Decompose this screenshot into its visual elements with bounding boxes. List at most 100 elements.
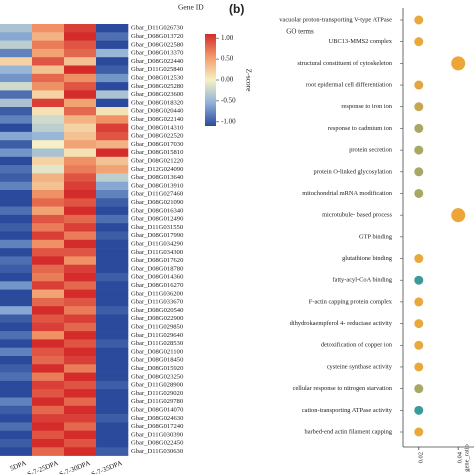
heatmap-cell xyxy=(64,430,97,440)
heatmap-cell xyxy=(32,40,65,50)
heatmap-cell xyxy=(0,65,33,75)
heatmap-cell xyxy=(0,331,33,340)
row-label: Gbar_D11G029640 xyxy=(131,332,184,339)
heatmap-cell xyxy=(32,314,65,324)
heatmap-cell xyxy=(0,405,33,415)
term-label: cysteine synthase activity xyxy=(327,363,393,370)
heatmap-cell xyxy=(0,198,33,207)
heatmap-cell xyxy=(64,314,97,324)
panel-label: (b) xyxy=(229,2,244,16)
dot xyxy=(414,340,424,350)
heatmap-cell xyxy=(0,347,33,357)
heatmap-cell xyxy=(0,148,33,158)
heatmap-cell xyxy=(96,414,129,423)
heatmap-cell xyxy=(64,447,97,456)
row-label: Gbar_D08G022450 xyxy=(131,440,184,447)
heatmap-cell xyxy=(96,331,129,340)
heatmap-cell xyxy=(64,73,97,83)
heatmap-cell xyxy=(32,347,65,357)
row-label: Gbar_D08G022440 xyxy=(131,58,184,65)
heatmap-cell xyxy=(64,123,97,133)
heatmap-cell xyxy=(96,231,129,241)
heatmap-cell xyxy=(0,306,33,315)
row-label: Gbar_D11G029780 xyxy=(131,398,184,405)
row-label: Gbar_D08G017240 xyxy=(131,423,184,430)
heatmap-cell xyxy=(64,140,97,149)
heatmap-cell xyxy=(0,107,33,116)
heatmap-cell xyxy=(32,248,65,257)
heatmap-cell xyxy=(96,156,129,166)
row-label: Gbar_D08G014360 xyxy=(131,274,184,281)
dot xyxy=(414,319,424,329)
colorbar-tick-label: -0.50 xyxy=(221,97,236,105)
row-label: Gbar_D08G017990 xyxy=(131,232,184,239)
heatmap-cell xyxy=(96,322,129,332)
dot xyxy=(414,254,424,264)
row-label: Gbar_D08G022520 xyxy=(131,133,184,140)
term-label: vacuolar proton-transporting V-type ATPa… xyxy=(279,16,392,23)
heatmap-cell xyxy=(96,314,129,324)
heatmap-cell xyxy=(32,297,65,307)
heatmap-cell xyxy=(64,422,97,431)
heatmap-cell xyxy=(32,148,65,158)
row-label: Gbar_D08G018320 xyxy=(131,99,184,106)
heatmap-cell xyxy=(64,181,97,191)
dot xyxy=(414,80,424,90)
heatmap-cell xyxy=(0,439,33,448)
heatmap-cell xyxy=(64,347,97,357)
heatmap-cell xyxy=(64,281,97,290)
row-label: Gbar_D08G015920 xyxy=(131,365,184,372)
heatmap-cell xyxy=(32,48,65,58)
heatmap-cell xyxy=(0,231,33,241)
heatmap-cell xyxy=(96,297,129,307)
heatmap-cell xyxy=(32,115,65,124)
heatmap-cell xyxy=(0,339,33,348)
dot xyxy=(414,145,424,155)
dot xyxy=(414,384,424,394)
heatmap-cell xyxy=(32,156,65,166)
row-label: Gbar_D08G012530 xyxy=(131,74,184,81)
heatmap-cell xyxy=(32,256,65,265)
row-label: Gbar_D11G026730 xyxy=(131,25,184,32)
dot xyxy=(414,362,424,372)
heatmap-cell xyxy=(0,90,33,99)
dot xyxy=(451,208,466,223)
row-label: Gbar_D08G017620 xyxy=(131,257,184,264)
heatmap-cell xyxy=(64,289,97,299)
heatmap-cell xyxy=(32,364,65,373)
heatmap-cell xyxy=(64,356,97,365)
heatmap-cell xyxy=(64,40,97,50)
row-label: Gbar_D11G030630 xyxy=(131,448,184,455)
term-label: detoxification of copper ion xyxy=(321,342,393,349)
heatmap-cell xyxy=(64,322,97,332)
heatmap-cell xyxy=(0,214,33,224)
heatmap-cell xyxy=(0,57,33,66)
heatmap-cell xyxy=(32,389,65,398)
heatmap-cell xyxy=(32,356,65,365)
heatmap-cell xyxy=(96,264,129,274)
row-label: Gbar_D11G036200 xyxy=(131,290,184,297)
heatmap-cell xyxy=(32,372,65,382)
colorbar-tick-label: 0.50 xyxy=(221,55,234,63)
heatmap-cell xyxy=(0,264,33,274)
heatmap-cell xyxy=(96,123,129,133)
heatmap-cell xyxy=(96,248,129,257)
heatmap-cell xyxy=(0,364,33,373)
heatmap-cell xyxy=(0,273,33,282)
heatmap-cell xyxy=(0,372,33,382)
heatmap-cell xyxy=(0,32,33,41)
heatmap-cell xyxy=(32,32,65,41)
heatmap-cell xyxy=(32,73,65,83)
heatmap-cell xyxy=(96,173,129,182)
heatmap-cell xyxy=(0,289,33,299)
row-label: Gbar_D08G022580 xyxy=(131,41,184,48)
heatmap-cell xyxy=(32,447,65,456)
heatmap-cell xyxy=(64,214,97,224)
row-label: Gbar_D08G012490 xyxy=(131,216,184,223)
heatmap-cell xyxy=(64,115,97,124)
dot xyxy=(414,167,424,177)
heatmap-cell xyxy=(96,98,129,108)
heatmap-cell xyxy=(64,364,97,373)
heatmap-cell xyxy=(0,380,33,390)
heatmap-cell xyxy=(0,248,33,257)
